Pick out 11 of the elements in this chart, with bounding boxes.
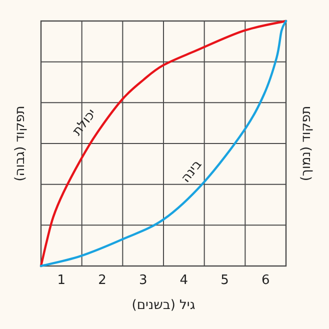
x-tick-label: 5 [220, 273, 229, 288]
y2-axis-title: תפקוד (נמוך) [299, 106, 314, 182]
x-tick-label: 6 [261, 273, 270, 288]
x-axis-title: גיל (בשנים) [132, 298, 196, 313]
y-axis-title: תפקוד (גבוה) [13, 106, 28, 182]
x-tick-label: 1 [57, 273, 66, 288]
text: יכולת [70, 106, 100, 139]
text: בינה [178, 157, 206, 186]
x-tick-label: 3 [138, 273, 148, 288]
x-tick-label: 2 [98, 273, 106, 288]
x-tick-label: 4 [180, 273, 188, 288]
